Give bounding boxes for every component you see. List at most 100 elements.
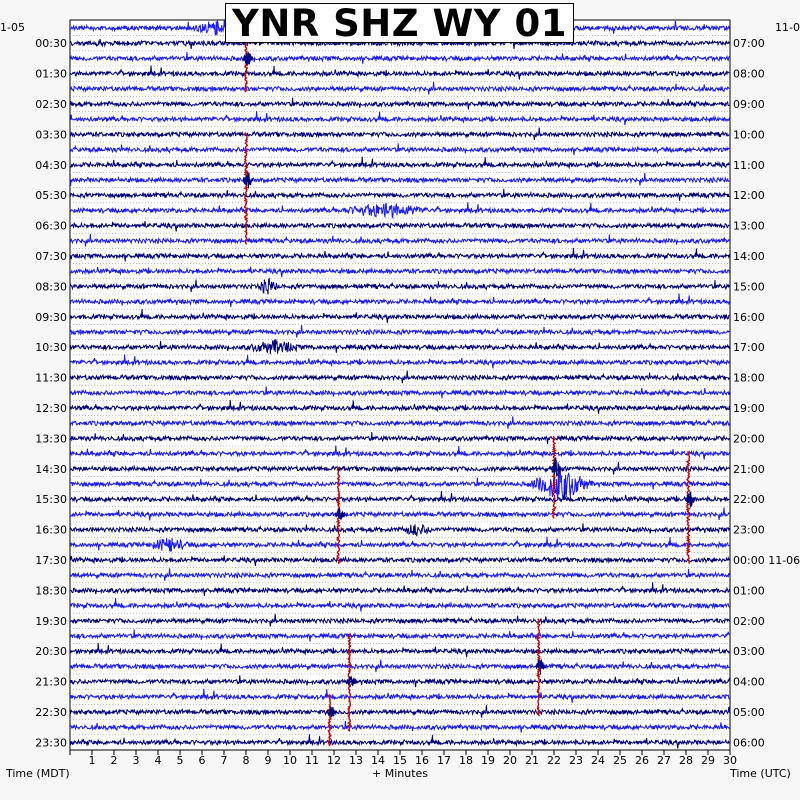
x-tick-label: 7 (221, 754, 228, 767)
seismic-trace (69, 202, 730, 220)
left-time-label: 19:30 (35, 615, 67, 628)
seismic-trace (69, 97, 730, 110)
event-waveform (242, 171, 254, 189)
seismic-trace (69, 461, 730, 475)
right-time-label: 14:00 (733, 250, 765, 263)
x-tick-label: 17 (437, 754, 451, 767)
chart-title-box: YNR SHZ WY 01 (225, 1, 574, 45)
seismic-trace (69, 659, 730, 673)
x-tick-label: 9 (265, 754, 272, 767)
seismic-trace (69, 432, 730, 444)
right-axis-label: Time (UTC) (729, 767, 791, 780)
x-tick-label: 3 (133, 754, 140, 767)
x-tick-label: 16 (415, 754, 429, 767)
x-tick-label: 12 (327, 754, 341, 767)
x-tick-label: 4 (155, 754, 162, 767)
left-time-label: 18:30 (35, 584, 67, 597)
event-waveform (550, 457, 562, 477)
x-tick-label: 11 (305, 754, 319, 767)
seismic-trace (69, 233, 730, 247)
right-time-label: 22:00 (733, 493, 765, 506)
seismic-trace (69, 536, 730, 553)
x-tick-label: 20 (503, 754, 517, 767)
seismic-trace (69, 143, 730, 156)
seismic-trace (69, 173, 730, 187)
x-tick-label: 18 (459, 754, 473, 767)
x-tick-label: 13 (349, 754, 363, 767)
seismic-trace (69, 613, 730, 627)
seismic-trace (69, 188, 730, 201)
seismic-trace (69, 339, 730, 355)
seismic-trace (69, 399, 730, 415)
seismic-trace (69, 156, 730, 170)
left-time-label: 13:30 (35, 432, 67, 445)
event-waveform (242, 51, 254, 66)
event-waveform (684, 491, 696, 508)
seismic-trace (69, 247, 730, 262)
left-time-label: 01:30 (35, 68, 67, 81)
seismic-trace (69, 386, 730, 399)
left-time-label: 09:30 (35, 311, 67, 324)
x-axis: 1 2 3 4 5 6 7 8 9 10 11 12 13 14 15 16 17 18 19 20 21 22 23 24 2… (69, 750, 737, 767)
left-time-label: 07:30 (35, 250, 67, 263)
seismic-trace (69, 629, 730, 642)
right-time-label: 23:00 (733, 524, 765, 537)
right-time-label: 03:00 (733, 645, 765, 658)
left-time-axis: 00:30 01:30 02:30 03:30 04:30 05:30 06:30 07:30… (35, 37, 67, 749)
seismic-trace (69, 416, 730, 429)
x-tick-label: 30 (723, 754, 737, 767)
right-time-label: 06:00 (733, 736, 765, 749)
event-marker (243, 132, 249, 245)
right-time-label: 07:00 (733, 37, 765, 50)
x-tick-label: 22 (547, 754, 561, 767)
seismic-trace (69, 688, 730, 703)
left-time-label: 17:30 (35, 554, 67, 567)
right-time-label: 08:00 (733, 68, 765, 81)
x-tick-label: 2 (111, 754, 118, 767)
right-time-label: 13:00 (733, 220, 765, 233)
seismic-trace (69, 734, 730, 749)
seismic-trace (69, 266, 730, 278)
seismic-trace (69, 325, 730, 338)
left-date-label: 1-05 (0, 21, 25, 34)
left-time-label: 08:30 (35, 280, 67, 293)
left-time-label: 06:30 (35, 220, 67, 233)
x-tick-label: 6 (199, 754, 206, 767)
seismic-trace (69, 445, 730, 460)
x-tick-label: 21 (525, 754, 539, 767)
x-tick-label: 8 (243, 754, 250, 767)
right-time-label: 00:00 11-06 (733, 554, 800, 567)
x-tick-label: 24 (591, 754, 605, 767)
left-time-label: 15:30 (35, 493, 67, 506)
left-time-label: 22:30 (35, 706, 67, 719)
right-time-label: 18:00 (733, 372, 765, 385)
x-axis-label: + Minutes (372, 767, 428, 780)
seismic-trace (69, 354, 730, 369)
right-time-label: 01:00 (733, 584, 765, 597)
seismic-trace (69, 523, 730, 537)
left-time-label: 05:30 (35, 189, 67, 202)
right-time-label: 05:00 (733, 706, 765, 719)
left-time-label: 10:30 (35, 341, 67, 354)
right-time-axis: 07:00 08:00 09:00 10:00 11:00 12:00 13:00 14:00… (733, 37, 800, 749)
chart-title: YNR SHZ WY 01 (232, 1, 567, 45)
left-time-label: 23:30 (35, 736, 67, 749)
right-time-label: 15:00 (733, 280, 765, 293)
x-tick-label: 26 (635, 754, 649, 767)
left-axis-label: Time (MDT) (5, 767, 70, 780)
x-tick-label: 28 (679, 754, 693, 767)
x-tick-label: 14 (371, 754, 385, 767)
seismic-trace (69, 370, 730, 384)
right-time-label: 16:00 (733, 311, 765, 324)
event-waveform (535, 659, 546, 675)
seismic-trace (69, 491, 730, 504)
event-marker (327, 694, 333, 747)
seismic-trace (69, 293, 730, 308)
event-waveform (346, 675, 357, 687)
left-time-label: 00:30 (35, 37, 67, 50)
x-tick-label: 25 (613, 754, 627, 767)
event-waveform (326, 706, 337, 718)
seismic-trace (69, 568, 730, 581)
event-marker (551, 435, 557, 519)
left-time-label: 03:30 (35, 128, 67, 141)
